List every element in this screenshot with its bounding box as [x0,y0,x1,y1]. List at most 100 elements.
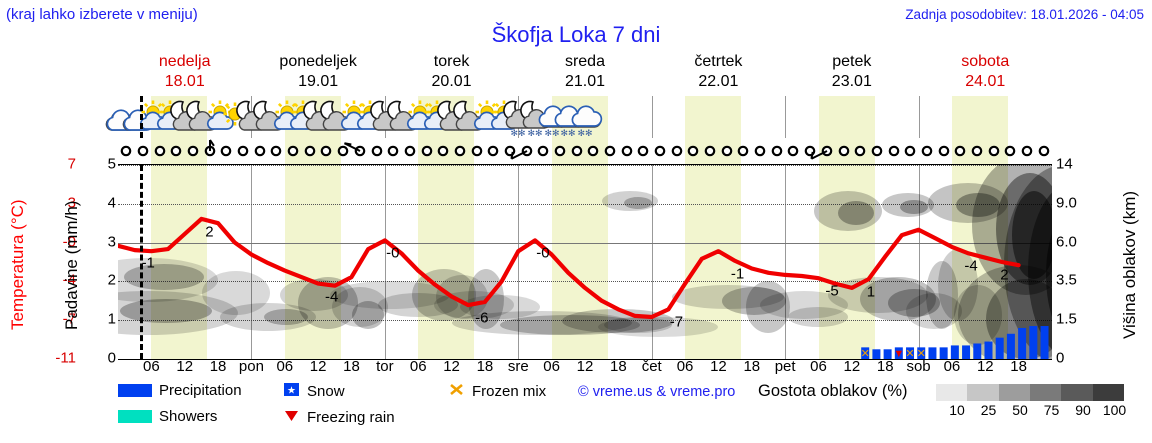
legend-showers-label: Showers [159,408,218,425]
daylight-band [151,165,208,359]
day-date: 23.01 [831,73,872,90]
weather-icon-band: ✻✻ ✻✻ ✻✻ ✻✻ ✻✻ [105,96,1052,138]
cloud-height-tick: 9.0 [1056,194,1077,212]
day-separator [785,165,787,359]
wind-barb [748,142,774,165]
precipitation-bars: ✕ ▼ ✕ ✕ [861,326,1049,359]
day-date: 19.01 [298,73,339,90]
temperature-point-label: 2 [205,223,214,241]
wind-barb [965,142,991,165]
wind-barb [148,142,174,165]
day-header-nedelja: nedelja 18.01 [118,52,251,94]
current-time-marker [140,96,144,138]
day-header-četrtek: četrtek 22.01 [652,52,785,94]
wind-barb [548,142,574,165]
wind-barb [415,142,441,165]
temperature-point-label: -1 [141,254,155,272]
temperature-tick: 7 [67,155,76,173]
wind-barb [465,142,491,165]
x-axis-tick-label: 06 [943,358,961,375]
legend-freezing-rain-label: Freezing rain [307,409,395,426]
wind-barb [114,142,140,165]
wind-barb [1015,142,1041,165]
snow-icon: ★ [283,382,300,401]
wind-barb-band [118,138,1052,164]
wind-barb [665,142,691,165]
daylight-band [951,96,1008,138]
meteogram-plot: ✕▼✕✕-12-4-0-6-0-7-1-51-42-221 [118,164,1052,360]
daylight-band [818,165,875,359]
wind-barb [581,142,607,165]
day-separator [785,96,787,138]
daylight-band [284,165,341,359]
svg-text:✻✻: ✻✻ [527,128,542,136]
day-separator [918,96,920,138]
x-axis-tick-label: 12 [843,358,861,375]
x-axis-tick-label: 06 [810,358,827,375]
cloud-density-step [998,384,1030,401]
x-axis-tick-label: 06 [276,358,294,375]
wind-barb [365,142,391,165]
wind-barb [865,142,891,165]
wind-barb [510,142,541,165]
precipitation-tick: 2 [107,271,116,289]
wind-barb [765,142,791,165]
x-axis-tick-label: 06 [143,358,160,375]
temperature-tick: -7 [62,310,76,328]
precipitation-tick: 1 [107,310,116,328]
wind-barb [882,142,908,165]
wind-barb [431,142,457,165]
cloud-height-tick: 3.5 [1056,271,1077,289]
svg-text:✻✻: ✻✻ [561,128,576,136]
wind-barb [131,142,157,165]
freezing-rain-icon [283,408,300,427]
precipitation-axis-ticks: 5 4 3 2 1 0 [86,156,116,367]
day-name: torek [433,53,470,70]
temperature-point-label: -1 [730,265,745,283]
temperature-point-label: -4 [325,288,339,306]
copyright-link[interactable]: © vreme.us & vreme.pro [578,384,736,400]
temperature-point-label: -4 [964,257,978,275]
weather-icon-cloud-snow: ✻✻ [566,98,604,138]
precipitation-tick: 4 [107,194,116,212]
day-header-petek: petek 23.01 [785,52,918,94]
x-axis-hour-labels: 06 12 18 pon 06 12 18 tor 06 12 18 sre 06 12 18 čet 06 12… [118,358,1052,378]
cloud-height-axis-ticks: 14 9.0 6.0 3.5 1.5 0 [1056,156,1100,367]
wind-barb [948,142,974,165]
temperature-point-label: -5 [825,282,839,300]
wind-barb [298,142,324,165]
daylight-band [418,165,475,359]
legend-precipitation: Precipitation [118,382,242,399]
cloud-density-scale-value: 75 [1043,402,1060,418]
daylight-band [685,165,742,359]
temperature-tick: 3 [67,194,76,212]
x-axis-tick-label: 18 [476,358,494,375]
day-name: petek [832,53,872,70]
temperature-point-label: 1 [866,283,876,301]
x-axis-tick-label: pon [238,358,264,375]
wind-barb [481,142,507,165]
day-header-torek: torek 20.01 [385,52,518,94]
cloud-density-step [936,384,968,401]
day-name: četrtek [694,53,743,70]
wind-barb [998,142,1024,165]
x-axis-tick-label: 06 [676,358,694,375]
wind-barb [248,142,274,165]
day-separator [918,165,920,359]
svg-text:✻✻: ✻✻ [577,128,592,136]
temperature-point-label: -0 [536,244,550,262]
temperature-point-label: -7 [669,313,684,331]
temperature-line [118,216,1021,320]
day-date: 18.01 [164,73,205,90]
legend-frozen-mix-label: Frozen mix [472,383,547,400]
wind-barb [810,142,841,165]
x-axis-tick-label: 18 [209,358,227,375]
legend-frozen-mix: Frozen mix [448,382,546,401]
day-separator [251,165,253,359]
wind-barb [932,142,958,165]
temperature-axis-title: Temperatura (°C) [8,199,27,331]
x-axis-tick-label: 12 [176,358,194,375]
cloud-height-tick: 14 [1056,155,1073,173]
x-axis-tick-label: 18 [876,358,894,375]
cloud-density-color-scale [936,384,1124,401]
